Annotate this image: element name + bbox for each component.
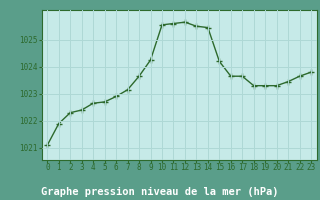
Text: Graphe pression niveau de la mer (hPa): Graphe pression niveau de la mer (hPa) [41, 187, 279, 197]
